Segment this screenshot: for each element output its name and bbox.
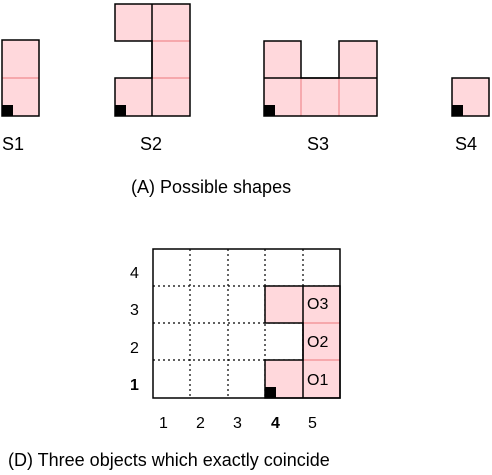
object-column-fill [303,286,340,398]
shape-s1 [1,39,40,117]
x-tick-5: 5 [308,415,317,432]
panel-d: O3 O2 O1 1 2 3 4 5 1 2 3 4 (D) Three obj… [8,248,341,470]
y-tick-4: 4 [130,265,139,282]
panel-a-caption: (A) Possible shapes [131,177,291,197]
x-tick-4: 4 [271,415,280,432]
grid-frame [152,248,341,399]
panel-d-caption: (D) Three objects which exactly coincide [8,450,330,470]
y-tick-1: 1 [130,377,139,394]
object-label-o3: O3 [307,296,328,313]
shape-s1-origin-marker [2,105,13,116]
object-origin-marker [265,387,276,398]
shape-label-s1: S1 [2,134,24,154]
shape-s2-outline [114,3,191,117]
y-tick-3: 3 [130,302,139,319]
object-cell-fill [265,286,303,323]
y-tick-2: 2 [130,340,139,357]
shape-s4 [451,77,490,117]
object-label-o1: O1 [307,372,328,389]
shape-s2-origin-marker [115,105,126,116]
x-tick-3: 3 [233,415,242,432]
objects: O3 O2 O1 [264,285,341,399]
shape-label-s4: S4 [455,134,477,154]
shape-s1-outline [1,39,40,117]
shape-s3-outline [263,40,378,117]
shape-label-s2: S2 [140,134,162,154]
shape-s4-origin-marker [452,105,463,116]
shape-s3-right-top-fill [339,41,377,78]
x-tick-1: 1 [159,415,168,432]
shape-s2 [114,3,191,117]
shape-s3-bottom-fill [264,78,377,116]
shape-s3-origin-marker [264,105,275,116]
shape-label-s3: S3 [307,134,329,154]
panel-a: S1 S2 S3 S4 (A) Possible shapes [1,3,490,197]
shape-s3-left-top-fill [264,41,301,78]
x-tick-2: 2 [196,415,205,432]
shape-s3 [263,40,378,117]
shape-s2-mid-fill [152,41,190,78]
object-label-o2: O2 [307,334,328,351]
